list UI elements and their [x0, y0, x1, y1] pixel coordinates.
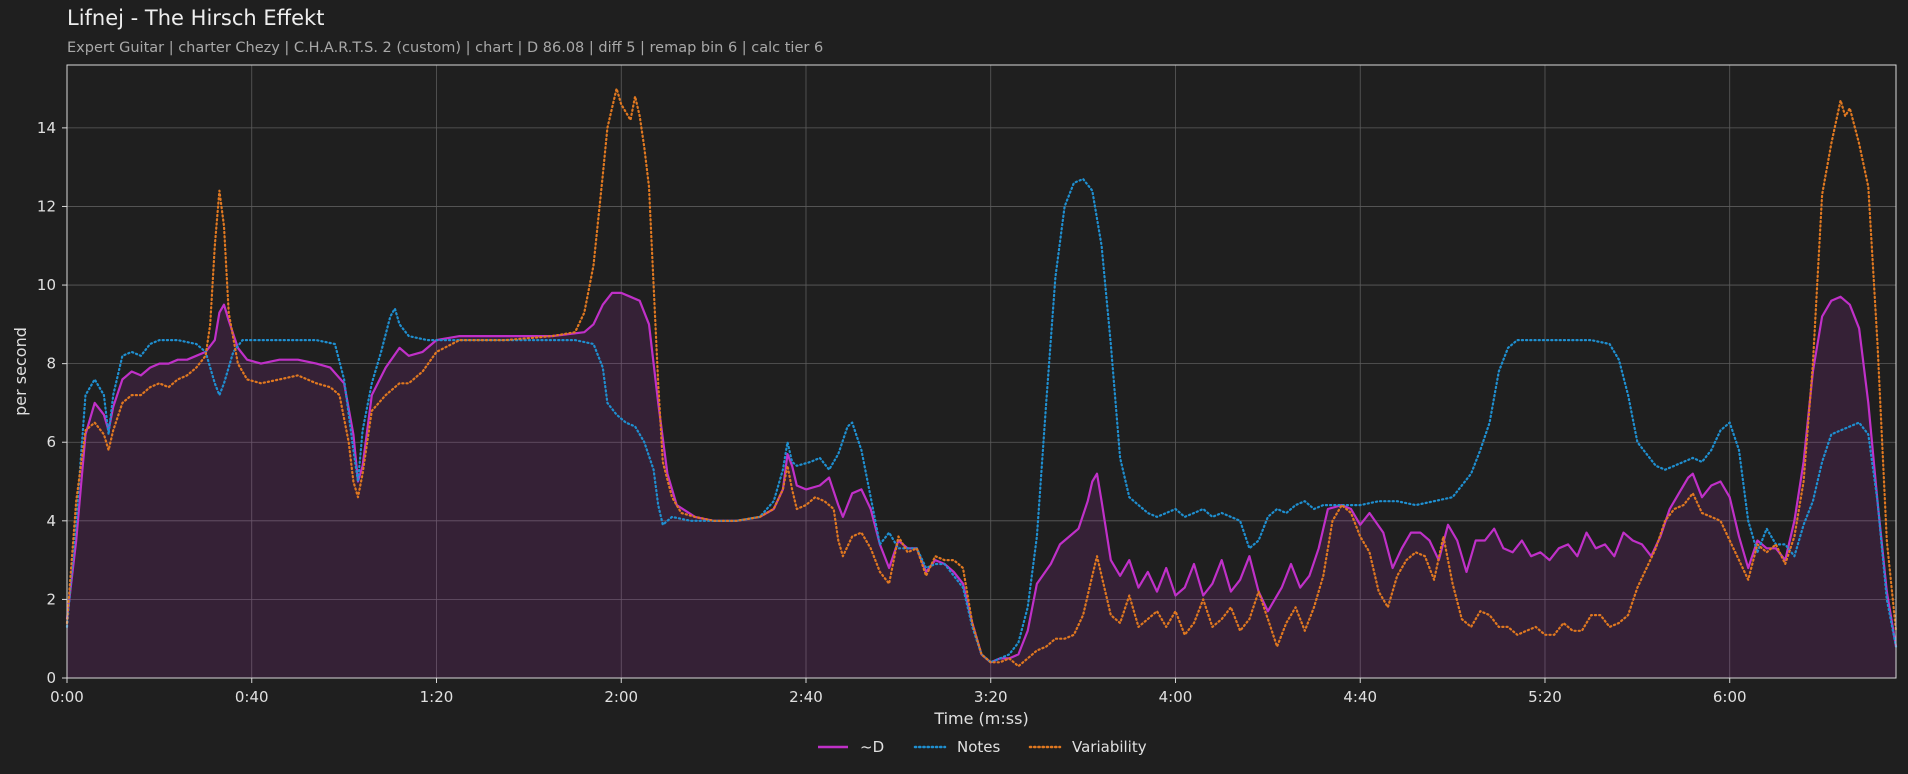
x-axis-label: Time (m:ss) — [933, 709, 1028, 728]
y-tick-label: 14 — [37, 119, 56, 137]
x-tick-label: 2:00 — [604, 688, 638, 706]
series-line — [65, 291, 1898, 664]
series-layer — [65, 87, 1898, 668]
x-tick-label: 0:00 — [50, 688, 84, 706]
legend-label: Variability — [1072, 738, 1147, 756]
x-tick-label: 0:40 — [235, 688, 269, 706]
y-tick-label: 12 — [37, 197, 56, 215]
chart-subtitle: Expert Guitar | charter Chezy | C.H.A.R.… — [67, 40, 824, 56]
y-tick-label: 4 — [46, 512, 56, 530]
legend: ~D Notes Variability — [818, 738, 1147, 756]
y-tick-label: 0 — [46, 669, 56, 687]
x-tick-label: 4:00 — [1159, 688, 1193, 706]
y-axis: 0 2 4 6 8 10 12 14 — [37, 119, 67, 687]
y-tick-label: 2 — [46, 590, 56, 608]
y-axis-label: per second — [11, 327, 30, 416]
area-fill-layer — [67, 292, 1896, 678]
grid-lines — [67, 65, 1896, 678]
legend-label: ~D — [860, 738, 884, 756]
y-tick-label: 8 — [46, 355, 56, 373]
x-tick-label: 2:40 — [789, 688, 823, 706]
x-tick-label: 3:20 — [974, 688, 1008, 706]
series-area-fill — [67, 292, 1896, 678]
x-axis: 0:00 0:40 1:20 2:00 2:40 3:20 4:00 4:40 5:20 6:00 — [50, 678, 1747, 706]
legend-label: Notes — [957, 738, 1001, 756]
y-tick-label: 10 — [37, 276, 56, 294]
x-tick-label: 4:40 — [1343, 688, 1377, 706]
x-tick-label: 6:00 — [1713, 688, 1747, 706]
chart-title: Lifnej - The Hirsch Effekt — [67, 6, 325, 30]
plot-frame — [66, 64, 1897, 679]
x-tick-label: 5:20 — [1528, 688, 1562, 706]
x-tick-label: 1:20 — [420, 688, 454, 706]
y-tick-label: 6 — [46, 433, 56, 451]
series-line — [65, 87, 1898, 668]
series-line — [65, 177, 1898, 664]
